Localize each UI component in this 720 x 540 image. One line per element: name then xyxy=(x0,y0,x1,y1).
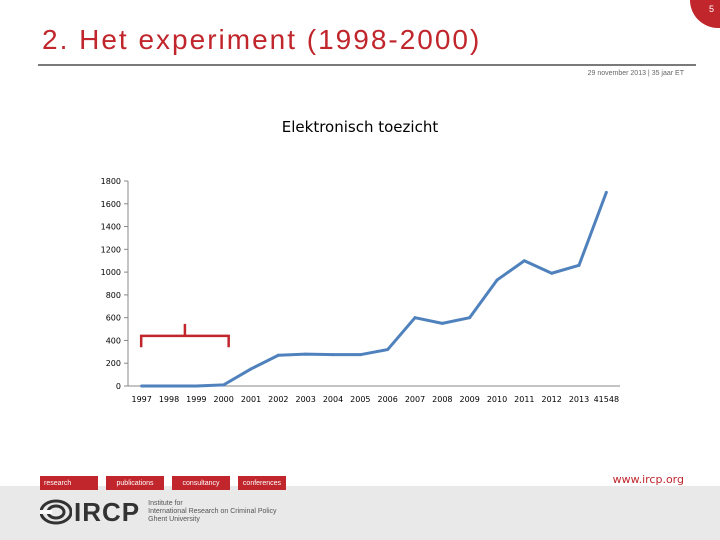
x-tick-label: 2004 xyxy=(323,395,343,404)
data-point xyxy=(386,348,390,352)
website-link[interactable]: www.ircp.org xyxy=(612,473,684,486)
y-tick-label: 0 xyxy=(116,382,121,391)
bracket-annotation xyxy=(139,323,230,348)
data-point xyxy=(440,321,444,325)
date-line: 29 november 2013 | 35 jaar ET xyxy=(587,70,684,77)
y-tick-label: 1000 xyxy=(101,268,121,277)
x-tick-label: 2003 xyxy=(295,395,315,404)
data-point xyxy=(331,353,335,357)
series-line xyxy=(141,191,608,388)
x-tick-label: 2012 xyxy=(541,395,561,404)
y-tick-label: 400 xyxy=(106,336,121,345)
data-point xyxy=(550,271,554,275)
x-tick-label: 2009 xyxy=(459,395,479,404)
data-point xyxy=(358,353,362,357)
footer-tabs: research publications consultancy confer… xyxy=(40,476,286,490)
y-tick-label: 1800 xyxy=(101,177,121,186)
data-point xyxy=(249,367,253,371)
data-point xyxy=(495,278,499,282)
title-divider xyxy=(38,64,696,66)
data-point xyxy=(194,384,198,388)
x-tick-label: 2001 xyxy=(241,395,261,404)
y-tick-label: 1200 xyxy=(101,245,121,254)
x-tick-label: 2013 xyxy=(569,395,589,404)
x-tick-label: 2010 xyxy=(487,395,507,404)
logo-wordmark: IRCP xyxy=(74,497,141,527)
logo-sub-line-3: Ghent University xyxy=(148,516,200,523)
y-tick-label: 1400 xyxy=(101,223,121,232)
chart-title: Elektronisch toezicht xyxy=(281,118,439,136)
series-group xyxy=(140,190,608,388)
footer-band xyxy=(0,486,720,540)
logo-subtitle: Institute for International Research on … xyxy=(148,500,276,524)
y-tick-label: 600 xyxy=(106,314,121,323)
y-tick-label: 1600 xyxy=(101,200,121,209)
x-tick-label: 2008 xyxy=(432,395,452,404)
y-tick-label: 200 xyxy=(106,359,121,368)
x-tick-label: 2006 xyxy=(377,395,397,404)
data-point xyxy=(140,384,144,388)
ircp-logo: IRCP Institute for International Researc… xyxy=(40,498,277,526)
x-tick-label: 1997 xyxy=(131,395,151,404)
ircp-logo-icon xyxy=(40,499,72,525)
data-point xyxy=(304,352,308,356)
logo-sub-line-2: International Research on Criminal Polic… xyxy=(148,508,277,515)
x-tick-label: 41548 xyxy=(594,395,619,404)
data-point xyxy=(276,353,280,357)
data-point xyxy=(577,263,581,267)
x-tick-label: 1998 xyxy=(159,395,179,404)
logo-sub-line-1: Institute for xyxy=(148,500,183,507)
y-tick-label: 800 xyxy=(106,291,121,300)
x-tick-label: 2011 xyxy=(514,395,534,404)
slide-title: 2. Het experiment (1998-2000) xyxy=(42,24,482,55)
footer-tab-publications[interactable]: publications xyxy=(106,476,164,490)
x-tick-label: 2000 xyxy=(213,395,233,404)
data-point xyxy=(167,384,171,388)
x-axis: 1997 1998 1999 2000 2001 2002 2003 2004 2005 2006… xyxy=(128,385,620,404)
x-tick-label: 2005 xyxy=(350,395,370,404)
y-axis: 0 200 400 600 800 1000 1200 1400 1600 1800 xyxy=(101,177,129,391)
footer-tab-conferences[interactable]: conferences xyxy=(238,476,286,490)
x-tick-label: 1999 xyxy=(186,395,206,404)
bracket-mark xyxy=(139,323,230,348)
data-point xyxy=(468,316,472,320)
data-point xyxy=(222,383,226,387)
data-point xyxy=(522,259,526,263)
footer-tab-consultancy[interactable]: consultancy xyxy=(172,476,230,490)
data-point xyxy=(604,190,608,194)
data-point xyxy=(413,316,417,320)
x-tick-label: 2007 xyxy=(405,395,425,404)
footer-tab-research[interactable]: research xyxy=(40,476,98,490)
x-tick-label: 2002 xyxy=(268,395,288,404)
